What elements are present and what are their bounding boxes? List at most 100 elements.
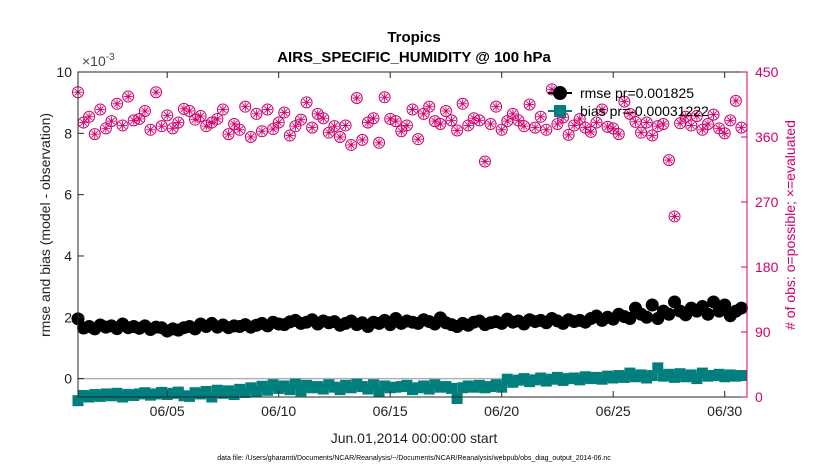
y-axis-label-left: rmse and bias (model - observation) [37, 113, 53, 337]
obs-evaluated-mark [420, 110, 428, 118]
obs-possible-circle [612, 128, 625, 141]
obs-count-marker [278, 106, 291, 119]
obs-count-marker [216, 103, 229, 116]
bias-point [239, 386, 251, 398]
bias-point [618, 371, 630, 383]
bias-point [284, 384, 296, 396]
bias-point [674, 368, 686, 380]
bias-point [719, 371, 731, 383]
obs-evaluated-mark [659, 120, 667, 128]
obs-possible-circle [278, 106, 291, 119]
bias-point [451, 393, 463, 405]
obs-possible-circle [495, 123, 508, 136]
bias-point [172, 386, 184, 398]
obs-count-marker [105, 115, 118, 128]
bias-point [89, 389, 101, 401]
bias-point [373, 385, 385, 397]
obs-possible-circle [701, 118, 714, 130]
obs-possible-circle [356, 133, 369, 146]
obs-count-marker [640, 116, 653, 129]
obs-count-marker [707, 108, 720, 121]
bias-point [585, 373, 597, 385]
bias-point [178, 390, 190, 402]
obs-possible-circle [161, 109, 174, 122]
obs-count-marker [495, 123, 508, 136]
obs-possible-circle [646, 129, 659, 142]
obs-count-marker [568, 119, 581, 132]
bias-point [446, 382, 458, 394]
bias-point [574, 374, 586, 386]
x-tick-label: 06/05 [150, 403, 185, 419]
obs-evaluated-mark [721, 129, 729, 137]
obs-count-marker [662, 154, 675, 167]
bias-point [429, 379, 441, 391]
obs-evaluated-mark [163, 111, 171, 119]
obs-possible-circle [222, 128, 235, 141]
bias-point [512, 374, 524, 386]
obs-evaluated-mark [442, 107, 450, 115]
obs-markers [72, 83, 748, 223]
bias-point [507, 376, 519, 388]
obs-count-marker [350, 92, 363, 104]
bias-point [195, 388, 207, 400]
obs-possible-circle [306, 121, 319, 134]
obs-evaluated-mark [487, 120, 495, 128]
obs-evaluated-mark [448, 116, 456, 124]
obs-count-marker [328, 120, 341, 133]
rmse-point [662, 307, 676, 321]
y-axis-label-right: # of obs: o=possible; ×=evaluated [782, 120, 798, 330]
obs-possible-circle [283, 129, 296, 142]
obs-evaluated-mark [526, 100, 534, 109]
bias-point [362, 383, 374, 395]
obs-evaluated-mark [615, 130, 623, 138]
legend-rmse-label: rmse pr=0.001825 [580, 85, 694, 101]
obs-evaluated-mark [369, 114, 377, 122]
obs-evaluated-mark [208, 119, 216, 127]
x-tick-label: 06/25 [596, 403, 631, 419]
obs-count-marker [345, 138, 358, 151]
obs-count-marker [111, 97, 124, 110]
obs-evaluated-mark [637, 129, 645, 137]
obs-evaluated-mark [631, 118, 640, 126]
obs-count-marker [317, 112, 330, 125]
bias-point [680, 371, 692, 383]
obs-count-marker [289, 120, 302, 133]
bias-point [223, 385, 235, 397]
bias-point [105, 390, 117, 402]
bias-point [228, 389, 240, 401]
obs-possible-circle [334, 131, 347, 143]
obs-count-marker [334, 131, 347, 143]
bias-point [407, 384, 418, 396]
y-tick-label-right: 90 [755, 324, 771, 340]
obs-count-marker [412, 133, 425, 146]
obs-evaluated-mark [158, 122, 166, 130]
y-tick-label-left: 0 [64, 371, 72, 387]
obs-evaluated-mark [375, 139, 383, 147]
rmse-point [734, 301, 748, 315]
obs-evaluated-mark [297, 116, 305, 124]
obs-evaluated-mark [520, 122, 528, 130]
obs-count-marker [584, 125, 597, 138]
obs-count-marker [88, 128, 101, 141]
obs-evaluated-mark [236, 126, 244, 134]
obs-evaluated-mark [665, 156, 673, 164]
obs-count-marker [300, 96, 313, 109]
obs-possible-circle [255, 125, 268, 138]
obs-evaluated-mark [303, 98, 311, 106]
bias-point [100, 388, 112, 400]
bias-point [267, 379, 279, 391]
obs-evaluated-mark [347, 141, 355, 149]
bias-point [434, 381, 446, 393]
legend-bias-marker [554, 105, 566, 117]
bias-point [540, 375, 552, 387]
obs-possible-circle [116, 119, 129, 132]
obs-evaluated-mark [671, 212, 679, 220]
bias-markers [72, 362, 747, 407]
obs-count-marker [506, 107, 519, 120]
bias-point [395, 381, 407, 393]
obs-evaluated-mark [258, 127, 266, 135]
obs-possible-circle [478, 155, 491, 168]
bias-point [596, 373, 608, 385]
obs-possible-circle [94, 103, 107, 116]
y-tick-label-left: 4 [64, 248, 72, 264]
